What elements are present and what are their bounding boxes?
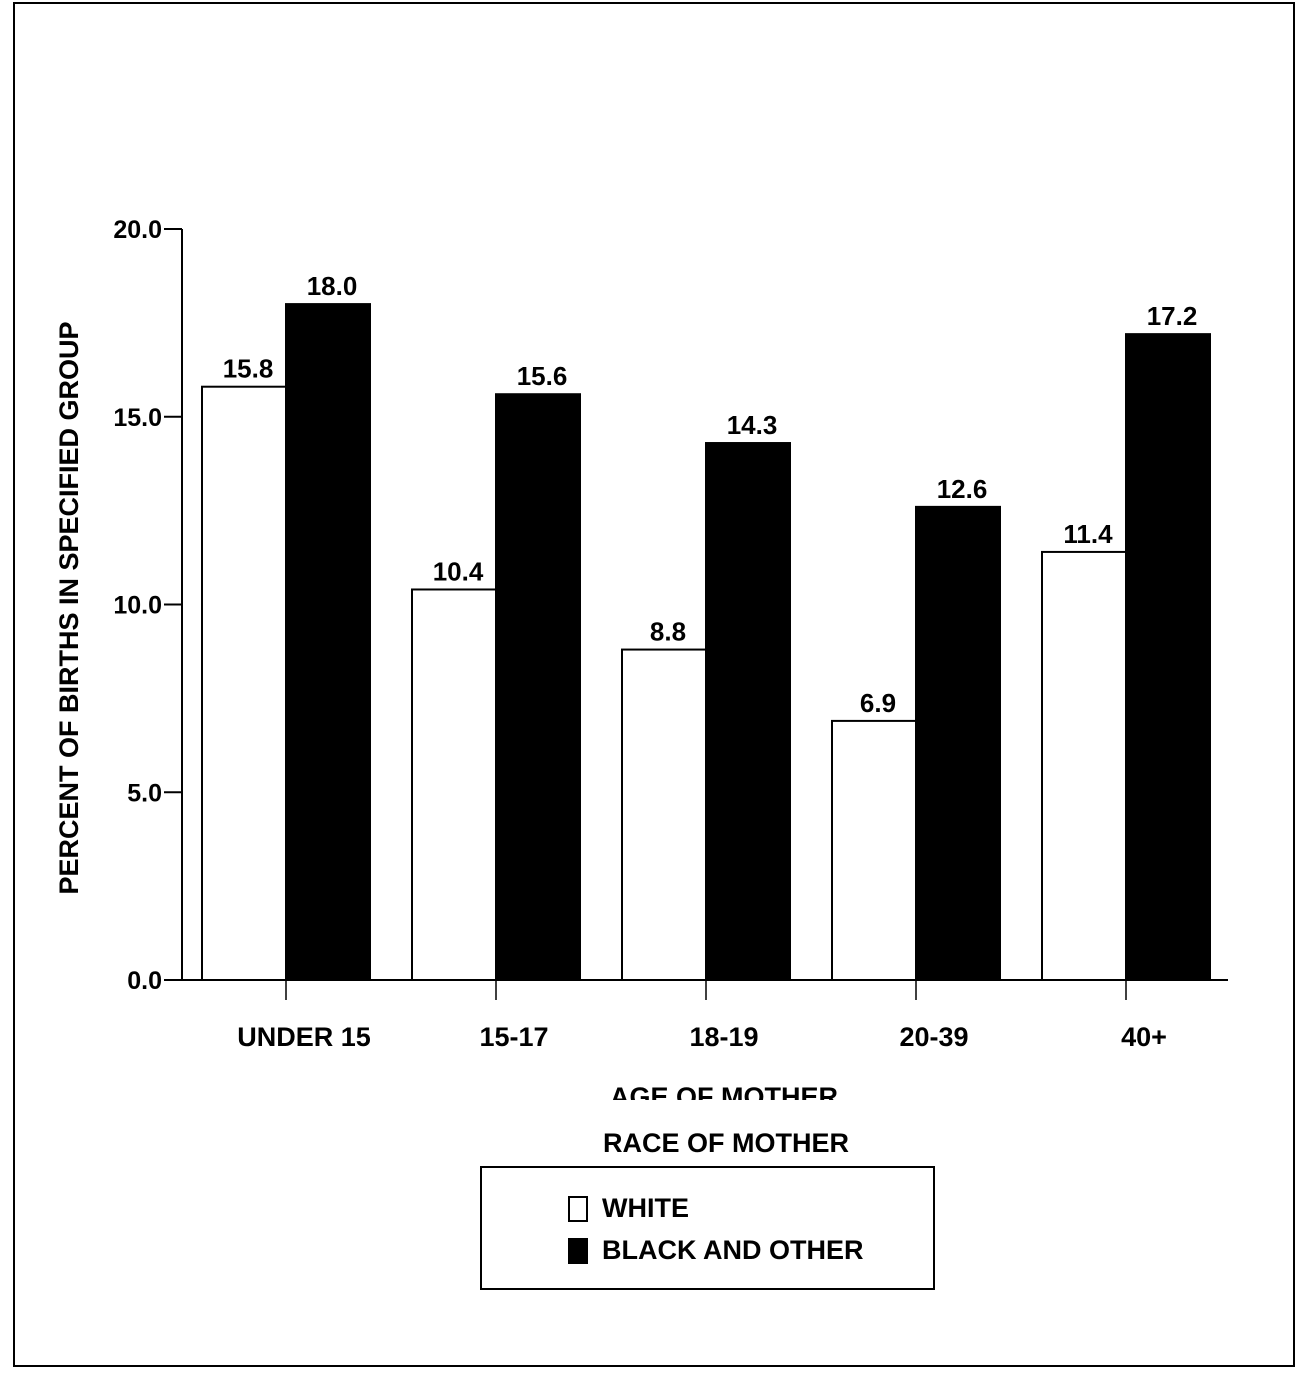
data-label: 15.6 (517, 361, 568, 391)
bar-black-and-other (495, 393, 581, 982)
legend-item-black-and-other: BLACK AND OTHER (568, 1235, 863, 1266)
chart-axes: 0.0 5.0 10.0 15.0 20.0 UNDER 15 15-17 18-19 20-3… (113, 216, 1228, 1052)
data-label: 17.2 (1147, 301, 1198, 331)
bar-chart: 0.0 5.0 10.0 15.0 20.0 UNDER 15 15-17 18-19 20-3… (54, 216, 1228, 1100)
legend-label-white: WHITE (602, 1193, 689, 1223)
figure-frame (13, 2, 1295, 1367)
chart-bars (201, 303, 1211, 982)
x-tick-label: 15-17 (479, 1022, 548, 1052)
bar-black-and-other (705, 442, 791, 982)
bar-black-and-other (915, 505, 1001, 981)
data-label: 18.0 (307, 271, 358, 301)
data-label: 14.3 (727, 410, 778, 440)
y-tick-label: 0.0 (127, 967, 162, 995)
data-label: 8.8 (650, 617, 686, 647)
data-label: 12.6 (937, 474, 988, 504)
y-axis-title: PERCENT OF BIRTHS IN SPECIFIED GROUP (54, 321, 84, 894)
x-tick-label: 40+ (1121, 1022, 1167, 1052)
data-label: 11.4 (1063, 519, 1113, 549)
data-label: 15.8 (223, 354, 274, 384)
y-tick-label: 10.0 (113, 592, 162, 620)
x-tick-label: 18-19 (689, 1022, 758, 1052)
legend-title: RACE OF MOTHER (603, 1128, 849, 1158)
legend-swatch-black-and-other (568, 1237, 588, 1264)
bar-black-and-other (285, 303, 371, 982)
bar-white (831, 719, 917, 982)
bar-white (1041, 550, 1127, 981)
data-label: 10.4 (433, 556, 484, 586)
bar-white (621, 648, 707, 981)
legend-item-white: WHITE (568, 1193, 689, 1224)
y-tick-label: 20.0 (113, 216, 162, 244)
y-tick-label: 15.0 (113, 404, 162, 432)
data-label: 6.9 (860, 688, 896, 718)
legend-swatch-white (568, 1195, 588, 1222)
x-axis-title: AGE OF MOTHER (610, 1082, 838, 1100)
bar-white (201, 385, 287, 981)
y-tick-label: 5.0 (127, 779, 162, 807)
legend: WHITE BLACK AND OTHER (480, 1166, 935, 1290)
legend-label-black-and-other: BLACK AND OTHER (602, 1235, 864, 1265)
bar-white (411, 588, 497, 981)
x-tick-label: UNDER 15 (237, 1022, 371, 1052)
x-tick-label: 20-39 (899, 1022, 968, 1052)
chart-labels: 15.8 10.4 8.8 6.9 11.4 18.0 15.6 14.3 12.6 17.2 (223, 271, 1198, 718)
bar-black-and-other (1125, 333, 1211, 981)
